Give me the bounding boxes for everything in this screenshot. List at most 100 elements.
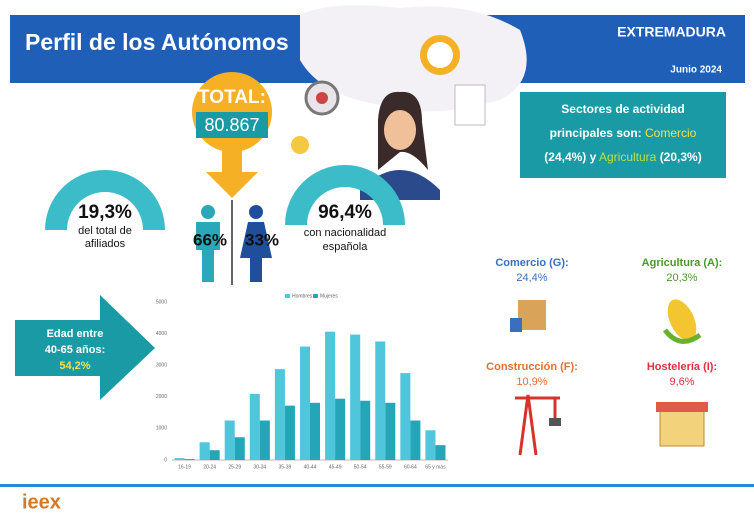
bar bbox=[410, 420, 421, 460]
person-face bbox=[384, 110, 416, 150]
sector-name: Hostelería (I): bbox=[647, 361, 717, 373]
y-tick-label: 2000 bbox=[156, 394, 167, 400]
bar bbox=[184, 459, 195, 460]
sector-name: Construcción (F): bbox=[486, 361, 578, 373]
sectors-text: Sectores de actividad bbox=[561, 102, 684, 116]
bar bbox=[299, 346, 310, 460]
sector-value: 10,9% bbox=[516, 376, 547, 388]
x-tick-label: 25-29 bbox=[228, 464, 241, 470]
bar bbox=[335, 398, 346, 460]
footer-line bbox=[0, 484, 754, 487]
total-value: 80.867 bbox=[204, 115, 259, 135]
sectors-text: principales son: bbox=[550, 126, 642, 140]
shopping-icon bbox=[518, 300, 546, 330]
crane-load bbox=[549, 418, 561, 426]
x-tick-label: 40-44 bbox=[304, 464, 317, 470]
bar bbox=[425, 430, 436, 460]
women-share: 33% bbox=[245, 230, 279, 249]
nationality-text: con nacionalidad bbox=[304, 227, 387, 239]
x-tick-label: 50-54 bbox=[354, 464, 367, 470]
bar bbox=[385, 402, 396, 460]
bar bbox=[174, 458, 185, 460]
region: EXTREMADURA bbox=[617, 24, 726, 40]
sector-highlight: Comercio bbox=[645, 126, 697, 140]
bar bbox=[224, 420, 235, 460]
y-tick-label: 1000 bbox=[156, 426, 167, 432]
sector-value: 20,3% bbox=[666, 272, 697, 284]
share-text: afiliados bbox=[85, 238, 126, 250]
sector-value: 9,6% bbox=[669, 376, 694, 388]
bar bbox=[400, 373, 411, 460]
sectors-text: principales son: Comercio bbox=[550, 126, 697, 140]
legend-swatch bbox=[285, 294, 290, 298]
nationality-gauge bbox=[285, 165, 405, 225]
bar bbox=[435, 445, 446, 460]
bar bbox=[350, 334, 361, 460]
age-chart: 0 1000 2000 3000 4000 5000 Hombres Mujeres 16-19… bbox=[156, 293, 448, 470]
bulb-icon bbox=[291, 136, 309, 154]
sectors-text: (24,4%) y bbox=[544, 150, 596, 164]
bar bbox=[325, 331, 336, 460]
sectors-text: (24,4%) y Agricultura (20,3%) bbox=[544, 150, 701, 164]
checklist-icon bbox=[454, 84, 486, 126]
men-share: 66% bbox=[193, 230, 227, 249]
sectors-box bbox=[520, 92, 726, 178]
share-value: 19,3% bbox=[78, 202, 132, 223]
x-tick-label: 55-59 bbox=[379, 464, 392, 470]
title: Perfil de los Autónomos bbox=[25, 29, 289, 55]
date: Junio 2024 bbox=[670, 65, 722, 76]
man-icon-head bbox=[201, 205, 215, 219]
total-label: TOTAL: bbox=[198, 87, 266, 108]
nationality-value: 96,4% bbox=[318, 202, 372, 223]
x-tick-label: 65 y más bbox=[425, 464, 446, 470]
x-tick-label: 35-39 bbox=[279, 464, 292, 470]
bar bbox=[360, 400, 371, 460]
bar bbox=[310, 402, 321, 460]
age-text: 40-65 años: bbox=[45, 344, 106, 356]
x-tick-label: 45-49 bbox=[329, 464, 342, 470]
shopping-icon bbox=[510, 318, 522, 332]
sectors-text: (20,3%) bbox=[660, 150, 702, 164]
total-arrow bbox=[206, 150, 258, 198]
y-tick-label: 5000 bbox=[156, 299, 167, 305]
x-tick-label: 16-19 bbox=[178, 464, 191, 470]
woman-icon-head bbox=[249, 205, 263, 219]
sector-name: Comercio (G): bbox=[495, 257, 568, 269]
y-tick-label: 4000 bbox=[156, 331, 167, 337]
bar bbox=[274, 369, 285, 460]
x-tick-label: 30-34 bbox=[253, 464, 266, 470]
bar bbox=[199, 442, 210, 460]
corn-icon bbox=[667, 299, 697, 341]
total-box bbox=[196, 112, 268, 138]
age-text: Edad entre bbox=[47, 328, 104, 340]
bar bbox=[249, 393, 260, 460]
hotel-roof bbox=[656, 402, 708, 412]
bar bbox=[234, 437, 245, 460]
sector-highlight: Agricultura bbox=[599, 150, 657, 164]
bar bbox=[209, 450, 220, 460]
y-tick-label: 0 bbox=[164, 457, 167, 463]
footer-logo: ieex bbox=[22, 491, 61, 513]
legend-swatch bbox=[313, 294, 318, 298]
man-icon bbox=[196, 222, 220, 282]
target-center bbox=[316, 92, 328, 104]
corn-leaf bbox=[663, 328, 702, 344]
sector-value: 24,4% bbox=[516, 272, 547, 284]
woman-icon bbox=[240, 222, 272, 282]
crane-icon bbox=[515, 394, 560, 456]
nationality-text: española bbox=[323, 241, 369, 253]
hotel-icon bbox=[659, 409, 705, 447]
sector-name: Agricultura (A): bbox=[642, 257, 723, 269]
bar bbox=[284, 405, 295, 460]
x-tick-label: 20-24 bbox=[203, 464, 216, 470]
share-gauge bbox=[45, 170, 165, 230]
bar bbox=[259, 420, 270, 460]
legend-label: Mujeres bbox=[320, 293, 338, 299]
age-value: 54,2% bbox=[59, 360, 90, 372]
clock-face bbox=[427, 42, 453, 68]
bar bbox=[375, 341, 386, 460]
share-text: del total de bbox=[78, 225, 132, 237]
legend-label: Hombres bbox=[292, 293, 313, 299]
y-tick-label: 3000 bbox=[156, 363, 167, 369]
